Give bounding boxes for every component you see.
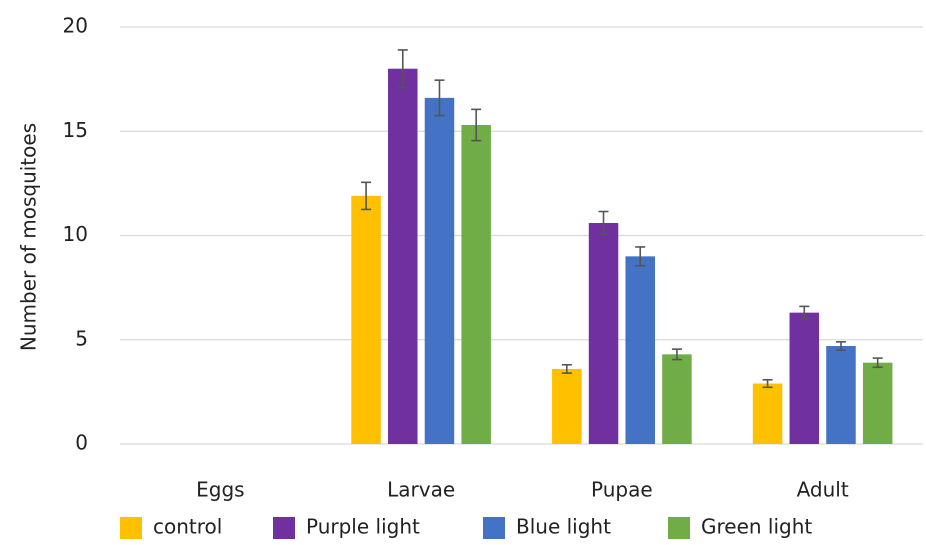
legend-label: control <box>153 515 222 539</box>
legend: control Purple light Blue light Green light <box>120 515 812 539</box>
error-bars <box>361 49 883 389</box>
bar-pupae-1 <box>588 222 619 444</box>
bar-larvae-0 <box>351 195 381 444</box>
category-label: Eggs <box>196 478 244 502</box>
y-tick-labels: 0 5 10 15 20 <box>63 14 88 455</box>
legend-swatch <box>273 517 295 539</box>
y-axis-label: Number of mosquitoes <box>17 123 41 351</box>
category-label: Larvae <box>387 478 455 502</box>
category-label: Pupae <box>591 478 653 502</box>
bar-adult-1 <box>789 312 820 444</box>
category-labels: Eggs Larvae Pupae Adult <box>196 478 849 502</box>
bar-pupae-0 <box>552 368 582 444</box>
bar-larvae-3 <box>461 124 491 445</box>
bar-pupae-2 <box>625 256 655 444</box>
bar-larvae-2 <box>424 97 455 444</box>
gridlines <box>120 26 923 445</box>
legend-swatch <box>120 517 142 539</box>
bars <box>351 68 893 445</box>
legend-label: Green light <box>701 515 812 539</box>
bar-adult-2 <box>826 346 856 444</box>
y-tick-label: 20 <box>63 14 88 38</box>
y-tick-label: 0 <box>75 431 88 455</box>
bar-pupae-3 <box>662 354 692 444</box>
legend-label: Blue light <box>516 515 611 539</box>
legend-swatch <box>483 517 505 539</box>
bar-adult-3 <box>862 362 893 444</box>
legend-label: Purple light <box>306 515 420 539</box>
legend-swatch <box>668 517 690 539</box>
y-tick-label: 15 <box>63 118 88 142</box>
category-label: Adult <box>797 478 849 502</box>
y-tick-label: 5 <box>75 326 88 350</box>
bar-adult-0 <box>752 383 783 444</box>
bar-larvae-1 <box>388 68 418 444</box>
y-tick-label: 10 <box>63 222 88 246</box>
